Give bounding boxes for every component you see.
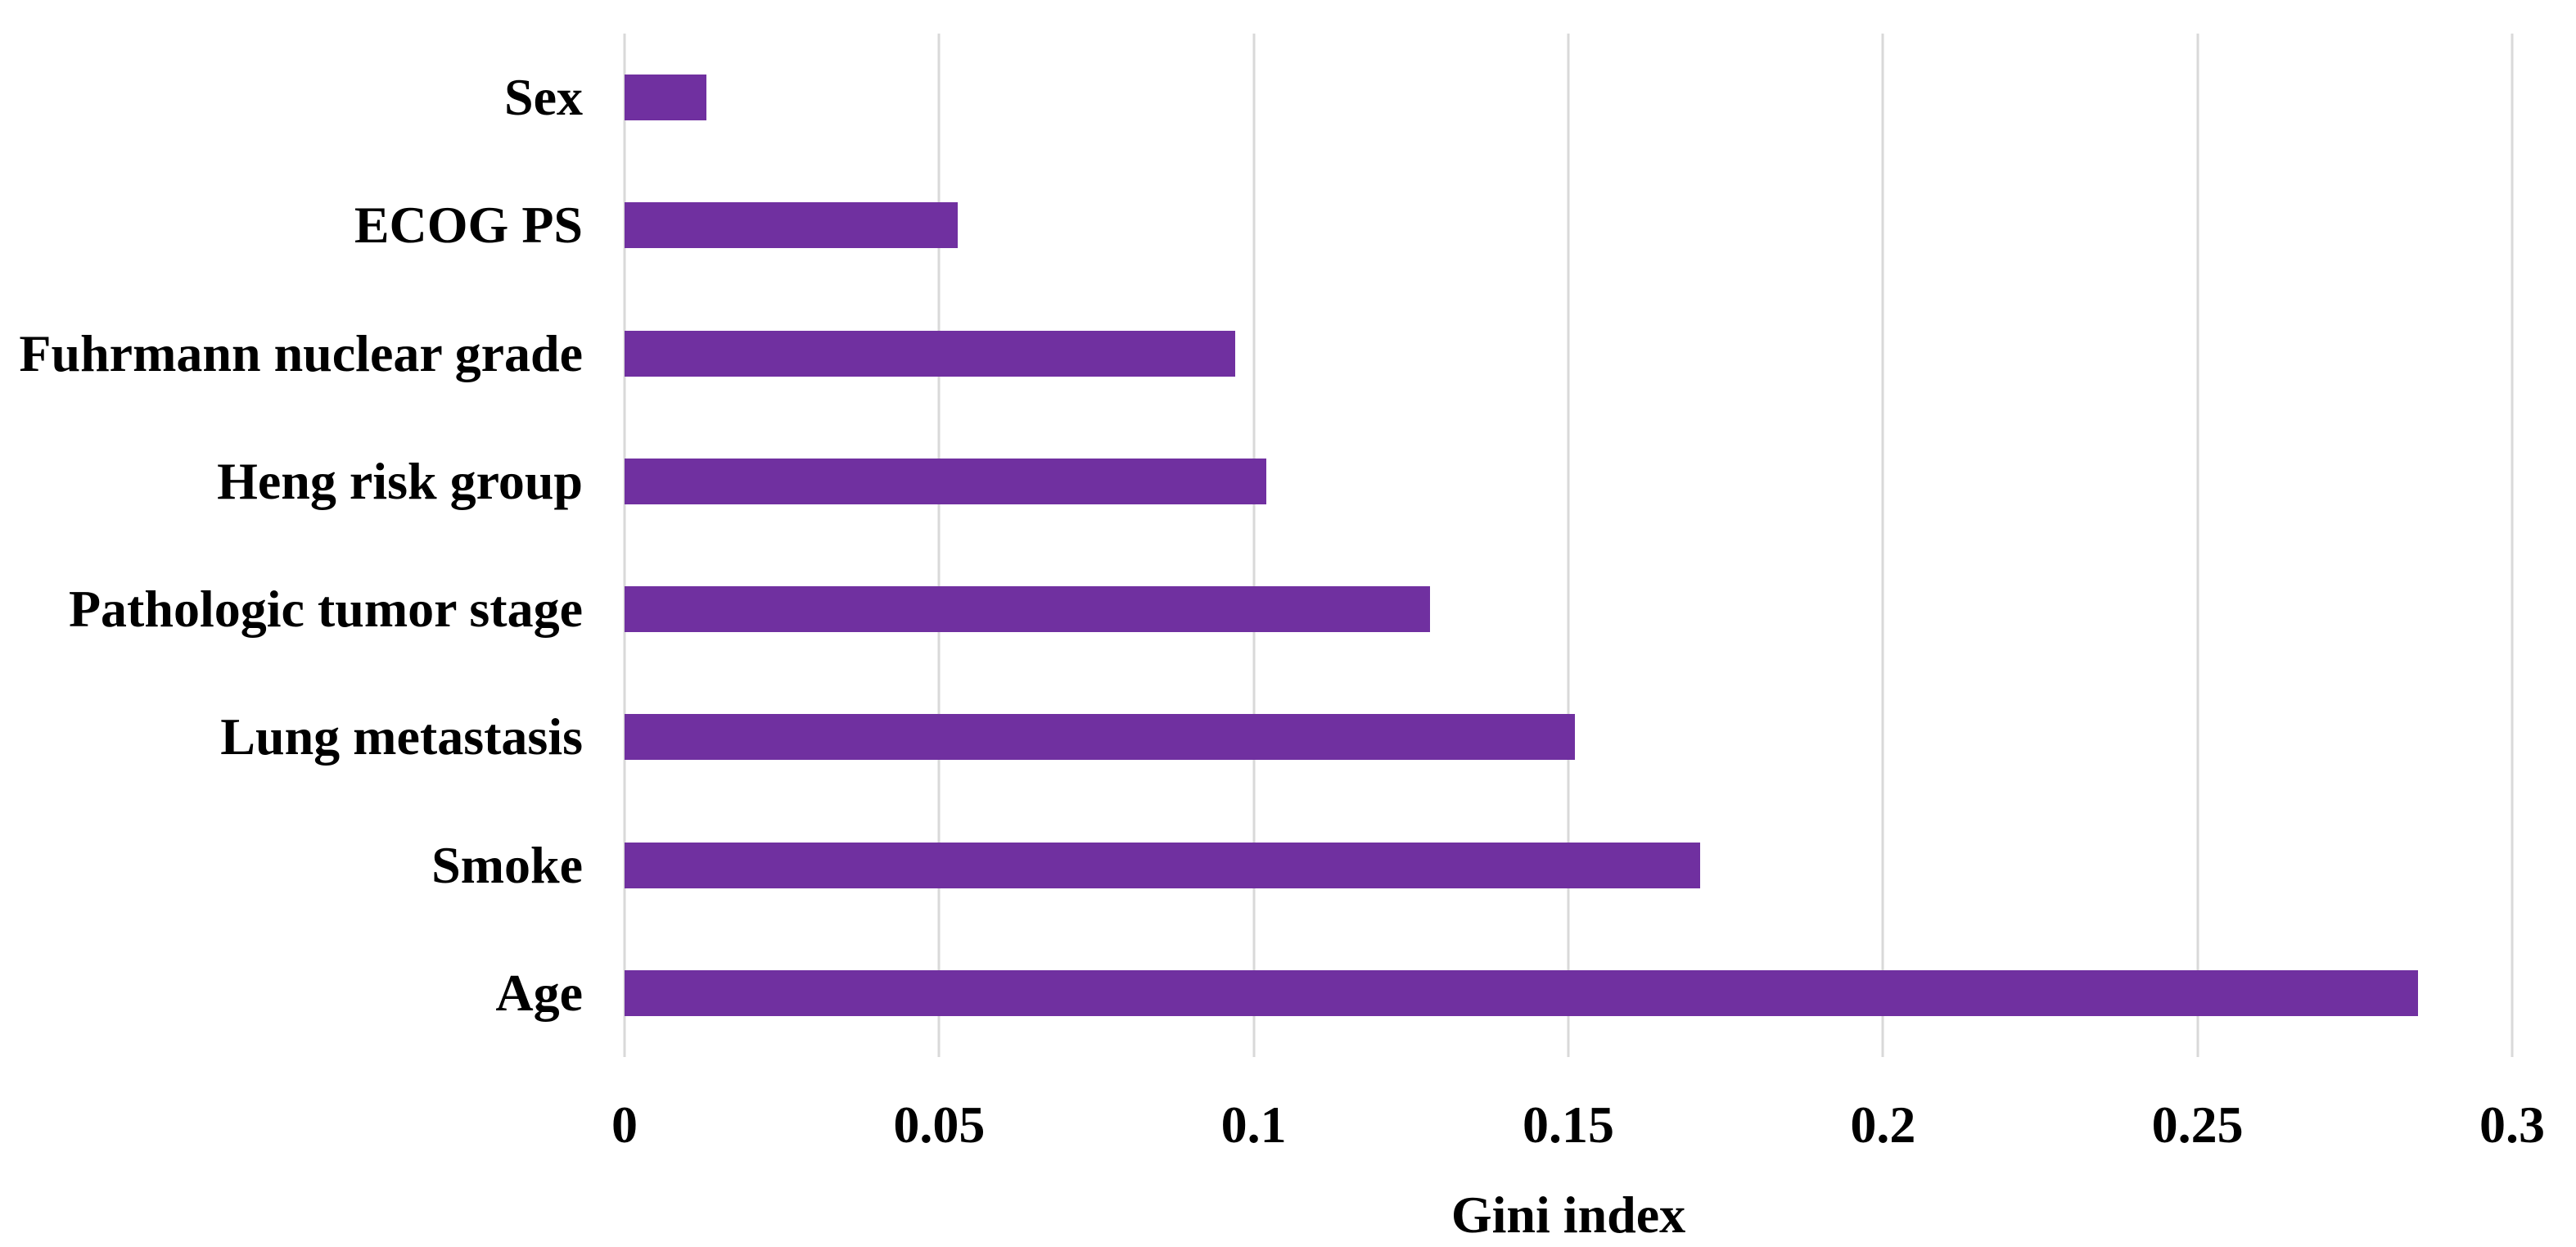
category-label: Heng risk group bbox=[217, 451, 583, 510]
bar bbox=[625, 842, 1701, 888]
gridline bbox=[2196, 34, 2199, 1057]
bar bbox=[625, 586, 1430, 633]
bar bbox=[625, 330, 1235, 377]
x-tick-label: 0.2 bbox=[1850, 1096, 1916, 1154]
x-tick-label: 0 bbox=[611, 1096, 638, 1154]
bar bbox=[625, 714, 1575, 761]
gridline bbox=[1881, 34, 1884, 1057]
gridline bbox=[1567, 34, 1570, 1057]
gridline bbox=[1252, 34, 1256, 1057]
category-label: Age bbox=[495, 963, 583, 1022]
x-tick-label: 0.1 bbox=[1220, 1096, 1287, 1154]
category-label: ECOG PS bbox=[354, 196, 583, 255]
gridline bbox=[2511, 34, 2514, 1057]
category-label: Lung metastasis bbox=[220, 707, 583, 766]
bar bbox=[625, 458, 1267, 504]
gridline bbox=[623, 34, 626, 1057]
category-label: Pathologic tumor stage bbox=[68, 580, 583, 639]
bar bbox=[625, 969, 2418, 1016]
x-tick-label: 0.15 bbox=[1523, 1096, 1614, 1154]
category-label: Fuhrmann nuclear grade bbox=[19, 323, 583, 382]
plot-area bbox=[623, 34, 2514, 1057]
x-tick-label: 0.25 bbox=[2151, 1096, 2244, 1154]
x-axis-title: Gini index bbox=[1450, 1186, 1686, 1244]
x-tick-label: 0.05 bbox=[893, 1096, 986, 1154]
category-label: Smoke bbox=[431, 835, 583, 894]
bar bbox=[625, 75, 706, 121]
category-label: Sex bbox=[504, 68, 583, 127]
bar bbox=[625, 202, 959, 249]
gridline bbox=[937, 34, 941, 1057]
x-tick-label: 0.3 bbox=[2479, 1096, 2545, 1154]
